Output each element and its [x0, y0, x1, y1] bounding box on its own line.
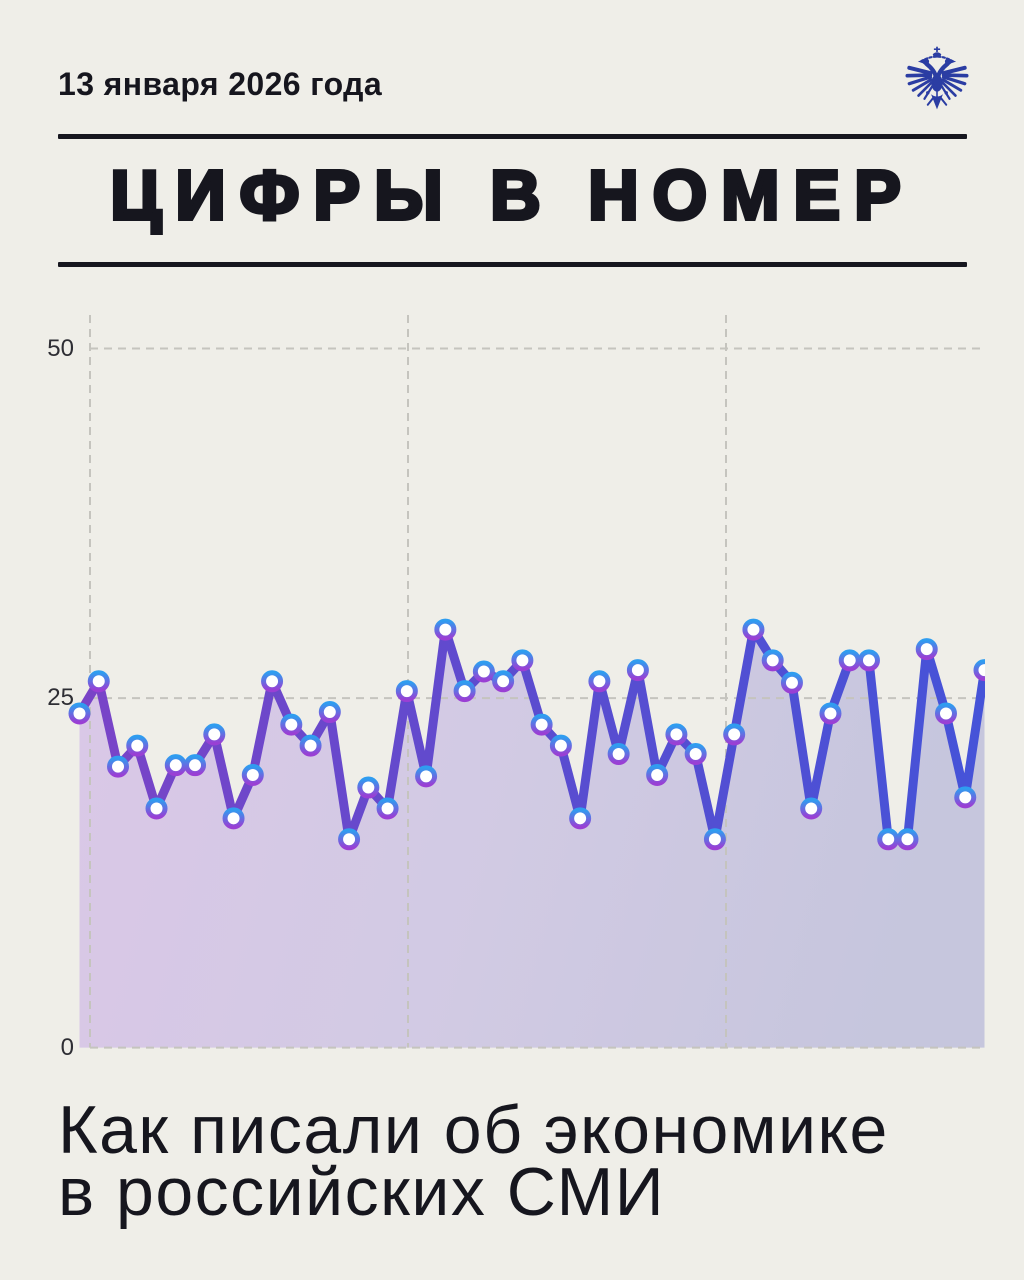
- data-point-marker: [646, 763, 669, 786]
- chart-caption: Как писали об экономике в российских СМИ: [58, 1092, 889, 1230]
- data-point-marker: [761, 649, 784, 672]
- data-point-marker: [68, 702, 91, 725]
- double-headed-eagle-icon: [905, 46, 969, 110]
- data-point-marker: [280, 713, 303, 736]
- page-title: ЦИФРЫ В НОМЕР: [108, 154, 915, 236]
- data-point-marker: [973, 659, 985, 682]
- data-point-marker: [145, 797, 168, 820]
- y-axis-tick-label: 50: [47, 334, 74, 362]
- data-point-marker: [87, 670, 110, 693]
- data-point-markers: [68, 618, 985, 851]
- data-point-marker: [184, 754, 207, 777]
- data-point-marker: [472, 660, 495, 683]
- data-point-marker: [549, 734, 572, 757]
- data-point-marker: [530, 713, 553, 736]
- data-point-marker: [299, 734, 322, 757]
- data-point-marker: [665, 723, 688, 746]
- data-point-marker: [203, 723, 226, 746]
- data-point-marker: [415, 765, 438, 788]
- bottom-divider: [58, 262, 967, 267]
- area-fill: [79, 629, 985, 1048]
- data-point-marker: [338, 828, 361, 851]
- data-point-marker: [453, 680, 476, 703]
- y-axis-tick-label: 25: [47, 684, 74, 712]
- data-point-marker: [434, 618, 457, 641]
- data-point-marker: [819, 702, 842, 725]
- data-point-marker: [857, 649, 880, 672]
- data-point-marker: [107, 755, 130, 778]
- data-point-marker: [569, 807, 592, 830]
- data-point-marker: [626, 659, 649, 682]
- data-point-marker: [915, 638, 938, 661]
- data-point-marker: [357, 776, 380, 799]
- data-point-marker: [742, 618, 765, 641]
- data-point-marker: [723, 723, 746, 746]
- title-band: ЦИФРЫ В НОМЕР: [58, 139, 967, 262]
- data-point-marker: [684, 743, 707, 766]
- data-point-marker: [588, 670, 611, 693]
- data-point-marker: [222, 807, 245, 830]
- data-point-marker: [261, 670, 284, 693]
- data-point-marker: [896, 828, 919, 851]
- data-point-marker: [241, 763, 264, 786]
- caption-line-2: в российских СМИ: [58, 1154, 666, 1230]
- caption-line-1: Как писали об экономике: [58, 1092, 889, 1168]
- data-point-marker: [376, 797, 399, 820]
- chart-canvas: [68, 315, 985, 1049]
- data-point-marker: [164, 754, 187, 777]
- media-mentions-area-chart: 0 25 50: [0, 315, 1024, 1061]
- top-divider: [58, 134, 967, 139]
- data-point-marker: [511, 649, 534, 672]
- data-point-marker: [838, 649, 861, 672]
- y-axis-tick-label: 0: [60, 1033, 74, 1061]
- data-point-marker: [800, 797, 823, 820]
- data-point-marker: [780, 671, 803, 694]
- data-point-marker: [934, 702, 957, 725]
- data-point-marker: [126, 734, 149, 757]
- data-point-marker: [877, 828, 900, 851]
- data-point-marker: [703, 828, 726, 851]
- data-point-marker: [954, 786, 977, 809]
- data-point-marker: [607, 743, 630, 766]
- publication-date: 13 января 2026 года: [58, 66, 383, 102]
- coat-of-arms-icon: [904, 46, 970, 120]
- data-point-marker: [318, 701, 341, 724]
- data-point-marker: [395, 680, 418, 703]
- data-point-marker: [492, 670, 515, 693]
